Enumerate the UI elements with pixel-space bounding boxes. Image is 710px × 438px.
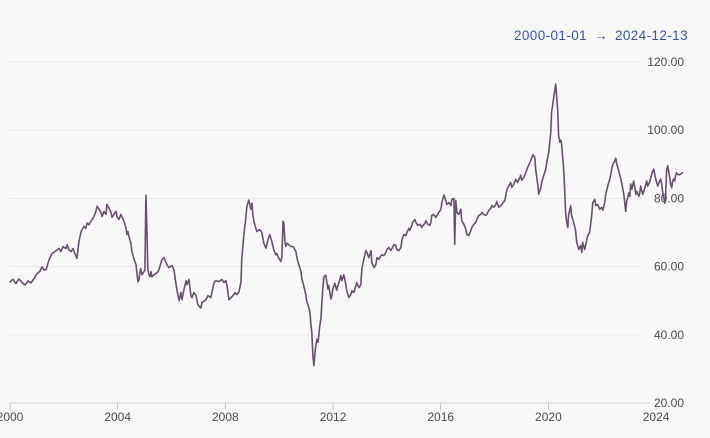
x-axis-label: 2020 [535,410,562,424]
y-axis-label: 100.00 [647,123,684,137]
arrow-right-icon: → [594,28,608,43]
x-axis-label: 2004 [104,410,131,424]
date-range-end: 2024-12-13 [614,28,688,43]
y-axis-label: 120.00 [647,55,684,69]
price-line [9,83,684,367]
y-axis-label: 80.00 [654,191,684,205]
date-range-label: 2000-01-01 → 2024-12-13 [514,28,688,43]
x-axis-label: 2008 [212,410,239,424]
y-axis-label: 40.00 [654,328,684,342]
x-axis-label: 2012 [320,410,347,424]
x-axis-label: 2024 [643,410,670,424]
y-axis-label: 20.00 [654,396,684,410]
date-range-start: 2000-01-01 [513,28,588,43]
x-axis-label: 2016 [427,410,454,424]
y-axis-label: 60.00 [654,260,684,274]
x-axis-label: 2000 [0,410,24,424]
